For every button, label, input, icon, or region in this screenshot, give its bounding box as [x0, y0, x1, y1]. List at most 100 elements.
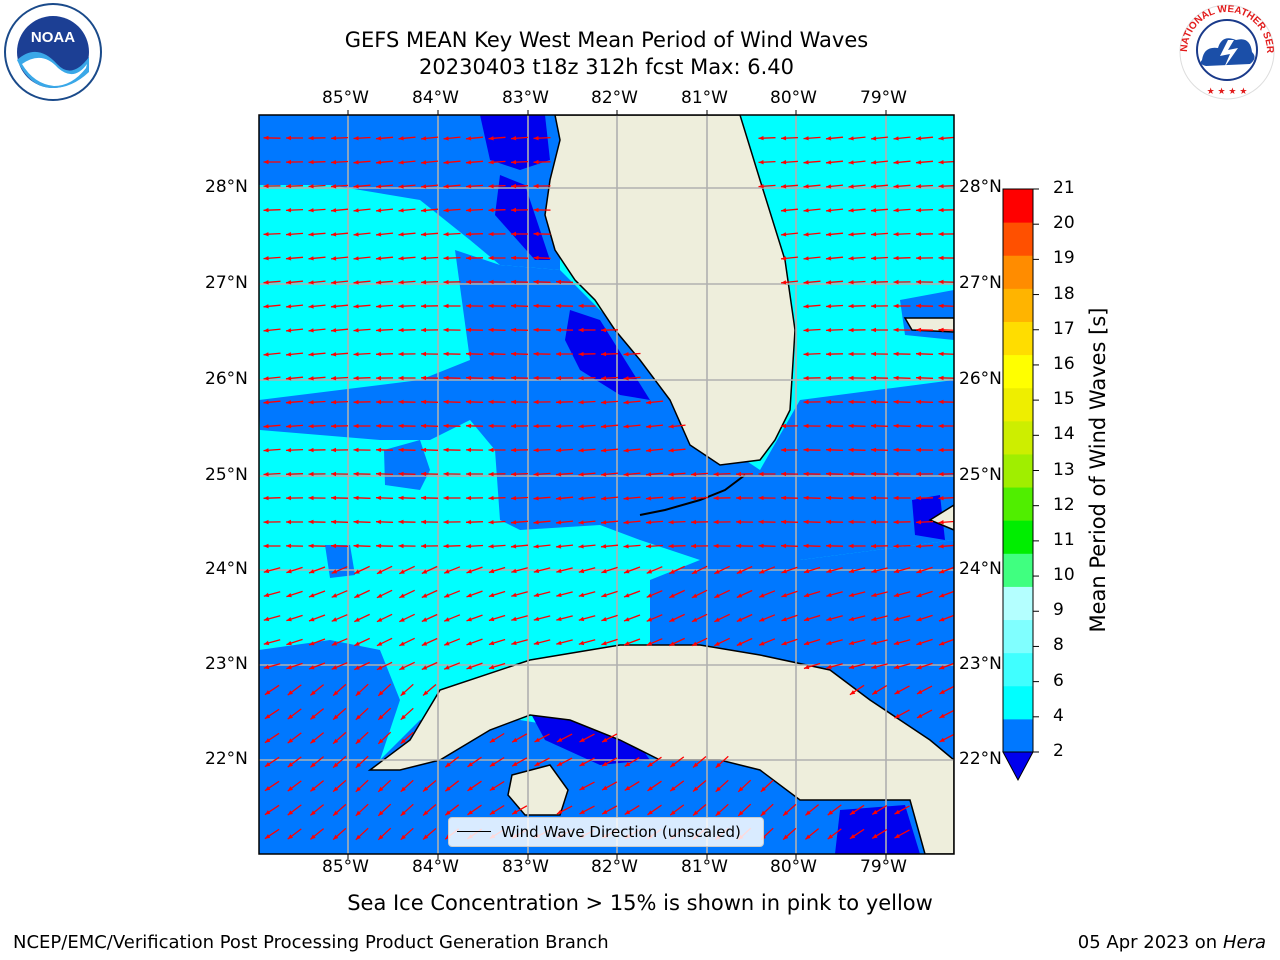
wind-wave-arrowhead [578, 448, 584, 453]
wind-wave-arrowhead [938, 136, 944, 141]
wind-wave-arrowhead [848, 495, 854, 501]
wind-wave-arrowhead [399, 569, 405, 574]
wind-wave-arrowhead [511, 327, 517, 333]
wind-wave-arrowhead [443, 423, 449, 429]
wind-wave-arrowhead [736, 543, 742, 549]
noaa-logo-text: NOAA [31, 29, 75, 46]
wind-wave-arrowhead [736, 569, 743, 574]
wind-wave-arrowhead [421, 543, 426, 549]
wind-wave-arrowhead [376, 208, 382, 213]
wind-wave-arrowhead [376, 495, 382, 501]
wind-wave-arrowhead [871, 303, 876, 309]
wind-wave-arrowhead [556, 399, 562, 405]
wind-wave-arrowhead [826, 423, 831, 429]
wind-wave-arrowhead [668, 424, 674, 429]
wind-wave-arrowhead [511, 375, 516, 381]
wind-wave-arrowhead [556, 592, 562, 597]
wind-wave-arrowhead [916, 471, 921, 477]
wind-wave-arrowhead [443, 447, 449, 453]
wind-wave-arrowhead [310, 714, 316, 720]
wind-wave-arrowhead [938, 471, 944, 477]
wind-wave-arrowhead [355, 714, 361, 720]
wind-wave-arrowhead [287, 786, 293, 792]
wind-wave-arrowhead [308, 159, 314, 165]
wind-wave-arrowhead [848, 543, 854, 549]
wind-wave-arrowhead [398, 232, 404, 237]
wind-wave-arrowhead [601, 520, 607, 525]
colorbar-extend-triangle [1002, 751, 1034, 782]
wind-wave-arrowhead [331, 641, 338, 646]
wind-wave-arrowhead [443, 232, 449, 237]
wind-wave-arrowhead [893, 592, 900, 598]
wind-wave-arrowhead [421, 303, 427, 309]
wind-wave-arrowhead [578, 544, 584, 549]
wind-wave-arrowhead [443, 160, 449, 165]
wind-wave-arrowhead [286, 376, 292, 381]
wind-wave-arrowhead [893, 447, 899, 453]
wind-wave-arrowhead [286, 495, 291, 501]
wind-wave-arrowhead [738, 786, 744, 792]
wind-wave-arrowhead [423, 786, 429, 792]
wind-wave-arrowhead [353, 184, 359, 189]
wind-wave-arrowhead [398, 351, 404, 357]
wind-wave-arrowhead [871, 592, 877, 597]
colorbar-tick-label: 13 [1053, 459, 1075, 480]
wind-wave-arrowhead [423, 834, 429, 840]
colorbar-segments [1003, 189, 1033, 753]
wind-wave-arrowhead [376, 569, 383, 574]
wind-wave-arrowhead [758, 135, 764, 141]
wind-wave-arrowhead [578, 303, 584, 309]
wind-wave-arrowhead [398, 423, 404, 429]
wind-wave-arrowhead [488, 568, 495, 574]
map-ticks [347, 110, 887, 859]
wind-wave-arrowhead [624, 761, 631, 767]
wind-wave-arrowhead [781, 593, 787, 598]
wind-wave-arrowhead [533, 375, 539, 381]
wind-wave-arrowhead [871, 351, 876, 357]
wind-wave-arrowhead [421, 471, 427, 477]
wind-wave-arrowhead [738, 810, 744, 816]
wind-wave-arrowhead [308, 400, 314, 405]
wind-wave-arrowhead [533, 303, 539, 309]
colorbar-segment [1003, 685, 1033, 720]
wind-wave-arrowhead [848, 471, 854, 477]
wind-wave-arrowhead [263, 472, 269, 477]
wind-wave-arrowhead [781, 160, 787, 165]
wind-wave-arrowhead [848, 136, 854, 141]
wind-wave-arrowhead [916, 255, 921, 261]
wind-wave-arrowhead [263, 280, 269, 285]
wind-wave-arrowhead [511, 640, 517, 645]
wind-wave-arrowhead [421, 232, 427, 237]
wind-wave-arrowhead [826, 304, 832, 309]
florida-keys [639, 474, 746, 516]
wind-wave-arrowhead [355, 834, 361, 840]
wind-wave-arrowhead [827, 834, 833, 840]
wind-wave-arrowhead [848, 351, 854, 357]
colorbar-segment [1003, 520, 1033, 554]
wind-wave-arrowhead [693, 762, 699, 768]
wind-wave-arrowhead [263, 448, 269, 453]
wind-wave-arrowhead [466, 160, 472, 165]
wind-wave-arrowhead [421, 208, 427, 213]
wind-wave-arrowhead [354, 641, 360, 646]
wind-wave-arrowhead [849, 810, 856, 815]
wind-wave-arrowhead [556, 737, 563, 742]
wind-wave-arrowhead [715, 810, 721, 816]
wind-wave-arrowhead [445, 786, 451, 792]
wind-wave-arrowhead [488, 423, 494, 429]
wind-wave-arrowhead [623, 376, 629, 381]
wind-wave-arrowhead [287, 690, 293, 696]
wind-wave-arrowhead [938, 520, 944, 525]
wind-wave-arrowhead [624, 569, 630, 574]
wind-wave-arrowhead [378, 690, 384, 696]
wind-wave-arrowhead [331, 423, 337, 429]
wind-wave-direction-arrows [263, 135, 954, 841]
wind-wave-arrowhead [331, 569, 338, 574]
wind-wave-arrowhead [848, 375, 854, 381]
wind-wave-arrowhead [848, 447, 854, 453]
wind-wave-arrowhead [331, 495, 336, 501]
wind-wave-arrowhead [848, 327, 854, 333]
wind-wave-arrowhead [803, 616, 810, 622]
wind-wave-arrowhead [331, 256, 337, 261]
wind-wave-arrowhead [803, 184, 809, 189]
